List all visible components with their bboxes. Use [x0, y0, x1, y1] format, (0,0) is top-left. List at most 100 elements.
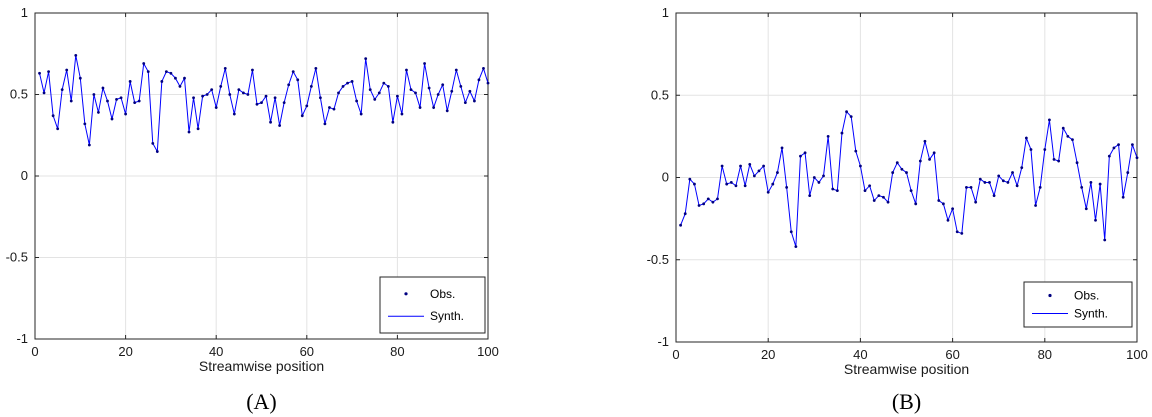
obs-point [482, 67, 485, 70]
obs-point [868, 184, 872, 188]
obs-point [391, 120, 395, 124]
obs-point [1024, 136, 1028, 140]
legend-synth-label: Synth. [1074, 307, 1108, 321]
obs-point [794, 245, 798, 248]
obs-point [1130, 143, 1134, 147]
obs-point [951, 207, 954, 211]
obs-point [725, 182, 729, 186]
obs-point [436, 93, 440, 96]
obs-point [269, 120, 272, 124]
obs-point [826, 134, 830, 138]
obs-point [260, 101, 263, 105]
obs-point [296, 78, 300, 82]
obs-point [291, 70, 295, 74]
obs-point [423, 62, 426, 65]
obs-point [187, 130, 191, 134]
obs-point [427, 86, 431, 90]
obs-point [845, 110, 848, 114]
chart-panel-b: 0 20 40 60 80 100 -1 -0.5 0 0.5 1 Streamwise positi… [576, 0, 1152, 417]
obs-point [882, 195, 885, 199]
y-tick-label: 0.5 [10, 87, 28, 102]
y-tick-label: 0 [21, 168, 28, 183]
obs-point [473, 99, 476, 103]
obs-point [246, 93, 250, 96]
chart-b-svg: 0 20 40 60 80 100 -1 -0.5 0 0.5 1 Streamwise positi… [647, 5, 1148, 414]
obs-point [255, 102, 259, 106]
obs-point [720, 164, 724, 168]
obs-point [974, 200, 978, 204]
obs-point [748, 162, 752, 166]
obs-point [914, 202, 918, 206]
obs-point [355, 99, 359, 103]
obs-point [978, 177, 982, 181]
obs-point [729, 181, 733, 184]
obs-point [1066, 134, 1070, 138]
obs-point [241, 91, 245, 95]
obs-point [877, 194, 881, 197]
obs-point [309, 84, 313, 88]
obs-point [946, 218, 950, 222]
obs-point [859, 164, 862, 168]
y-tick-label: -1 [657, 334, 669, 349]
obs-point [734, 184, 738, 188]
obs-point [716, 197, 719, 201]
obs-point [679, 223, 683, 227]
obs-point [468, 89, 472, 93]
obs-point [1080, 185, 1084, 189]
obs-point [196, 127, 200, 131]
obs-point [314, 67, 318, 70]
obs-point [1043, 148, 1047, 151]
obs-point [278, 124, 282, 127]
obs-point [414, 91, 417, 95]
obs-point [766, 190, 770, 194]
obs-point [1098, 182, 1102, 186]
obs-point [969, 185, 973, 189]
obs-point [377, 91, 381, 95]
obs-point [762, 164, 765, 168]
obs-point [124, 112, 127, 116]
obs-point [1089, 181, 1093, 184]
obs-point [232, 112, 236, 116]
obs-point [405, 68, 408, 72]
obs-point [106, 99, 109, 103]
obs-point [1126, 171, 1130, 174]
y-tick-label: 1 [21, 5, 28, 20]
x-tick-label: 40 [209, 344, 223, 359]
x-tick-label: 60 [300, 344, 314, 359]
series-synth-line [39, 55, 489, 154]
obs-point [432, 106, 436, 109]
x-tick-label: 20 [761, 347, 775, 362]
obs-point [183, 76, 186, 80]
obs-point [300, 114, 304, 118]
obs-point [757, 169, 761, 173]
obs-point [1048, 118, 1051, 122]
obs-point [928, 158, 931, 161]
obs-point [1029, 148, 1033, 151]
y-tick-label: 0.5 [651, 87, 669, 102]
obs-point [1135, 156, 1139, 160]
obs-point [1121, 195, 1125, 199]
obs-point [78, 76, 82, 80]
obs-point [937, 199, 941, 202]
obs-point [373, 97, 377, 101]
obs-point [264, 94, 268, 98]
obs-point [992, 194, 996, 197]
obs-point [386, 84, 390, 88]
obs-point [418, 106, 422, 109]
obs-point [1020, 166, 1024, 170]
chart-a-svg: 0 20 40 60 80 100 -1 -0.5 0 0.5 1 Streamwise positi… [6, 5, 499, 414]
obs-point [228, 93, 232, 96]
obs-point [237, 88, 241, 92]
x-tick-label: 80 [1038, 347, 1052, 362]
obs-point [854, 149, 858, 153]
obs-point [1001, 179, 1005, 183]
obs-point [214, 106, 218, 109]
x-axis-label: Streamwise position [199, 358, 324, 374]
obs-point [780, 146, 784, 150]
legend-obs-label: Obs. [1074, 289, 1099, 303]
obs-point [895, 161, 899, 165]
obs-point [142, 62, 146, 65]
x-axis-label: Streamwise position [844, 361, 969, 377]
obs-point [477, 78, 481, 82]
obs-point [441, 83, 445, 87]
